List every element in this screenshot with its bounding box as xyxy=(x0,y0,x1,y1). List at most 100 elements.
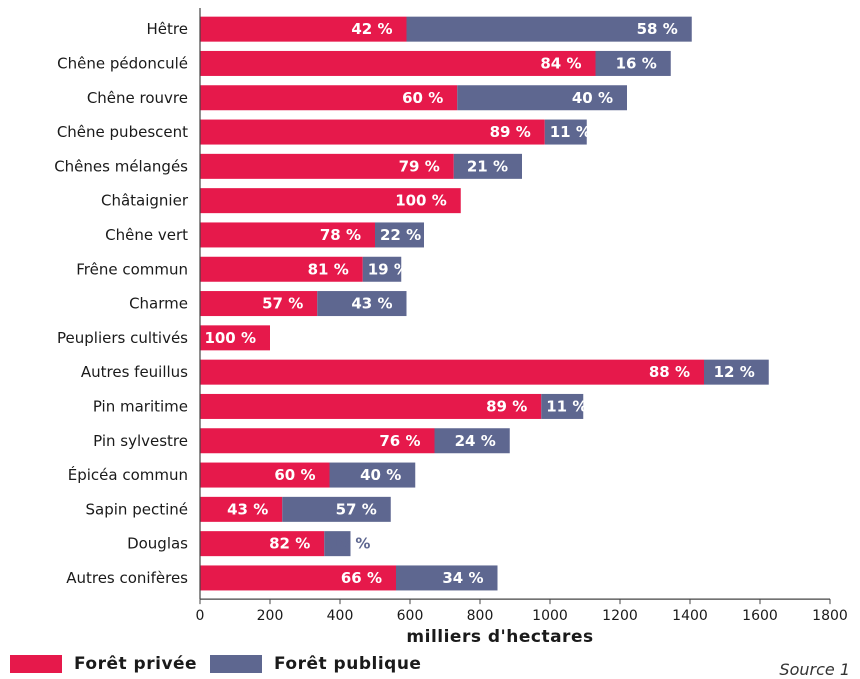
data-label-public: 24 % xyxy=(455,432,496,450)
bar-public xyxy=(453,153,522,179)
bar-public xyxy=(375,222,424,248)
data-label-public: 34 % xyxy=(442,569,483,587)
data-label-public: 16 % xyxy=(616,54,657,72)
data-label-public: 12 % xyxy=(714,363,755,381)
legend-public-swatch xyxy=(210,655,262,673)
category-label: Chêne pubescent xyxy=(57,123,188,141)
category-label: Chênes mélangés xyxy=(54,157,188,175)
plot-area: Hêtre 42 % 58 % Chêne pédonculé 84 % 16 % Chên… xyxy=(54,8,848,624)
bar-private xyxy=(200,85,458,111)
chart: Hêtre 42 % 58 % Chêne pédonculé 84 % 16 % Chên… xyxy=(54,8,848,647)
category-label: Châtaignier xyxy=(101,192,189,210)
legend-public: Forêt publique xyxy=(210,654,421,674)
bar-private xyxy=(200,256,363,282)
data-label-private: 100 % xyxy=(204,329,256,347)
data-label-private: 88 % xyxy=(649,363,690,381)
data-label-private: 43 % xyxy=(227,500,268,518)
bar-private xyxy=(200,393,542,419)
bar-private xyxy=(200,188,461,214)
data-label-public: 11 % xyxy=(550,123,591,141)
data-label-public: 57 % xyxy=(336,500,377,518)
bar-public xyxy=(396,565,498,591)
category-label: Sapin pectiné xyxy=(86,500,188,518)
x-axis-label: milliers d'hectares xyxy=(406,627,593,647)
legend-private-swatch xyxy=(10,655,62,673)
x-tick-label: 1400 xyxy=(672,608,708,624)
data-label-private: 57 % xyxy=(262,295,303,313)
bar-private xyxy=(200,359,704,385)
category-label: Frêne commun xyxy=(76,260,188,278)
x-tick-label: 0 xyxy=(196,608,205,624)
category-label: Autres feuillus xyxy=(81,363,188,381)
data-label-private: 100 % xyxy=(395,192,447,210)
data-label-private: 89 % xyxy=(486,397,527,415)
category-label: Chêne vert xyxy=(105,226,188,244)
x-tick-label: 1600 xyxy=(742,608,778,624)
bar-private xyxy=(200,531,325,557)
x-tick-label: 1000 xyxy=(532,608,568,624)
data-label-public: 18 % xyxy=(329,535,370,553)
data-label-public: 19 % xyxy=(368,260,409,278)
bar-public xyxy=(541,393,584,419)
x-tick-label: 600 xyxy=(397,608,424,624)
bar-private xyxy=(200,428,435,454)
bar-private xyxy=(200,325,270,351)
x-tick-label: 800 xyxy=(467,608,494,624)
data-label-private: 89 % xyxy=(490,123,531,141)
category-label: Épicéa commun xyxy=(68,465,188,484)
bar-public xyxy=(329,462,416,488)
x-tick-label: 1200 xyxy=(602,608,638,624)
bar-public xyxy=(595,50,671,76)
category-label: Charme xyxy=(129,295,188,313)
bar-private xyxy=(200,222,375,248)
x-tick-label: 1800 xyxy=(812,608,848,624)
bar-public xyxy=(704,359,769,385)
data-label-public: 11 % xyxy=(546,397,587,415)
x-tick-label: 400 xyxy=(327,608,354,624)
bar-public xyxy=(457,85,627,111)
data-label-private: 84 % xyxy=(540,54,581,72)
data-label-private: 60 % xyxy=(274,466,315,484)
category-label: Douglas xyxy=(127,535,188,553)
category-label: Peupliers cultivés xyxy=(57,329,188,347)
data-label-private: 60 % xyxy=(402,89,443,107)
bar-public xyxy=(324,531,351,557)
bar-public xyxy=(544,119,587,145)
data-label-private: 82 % xyxy=(269,535,310,553)
bar-public xyxy=(282,496,391,522)
legend-public-label: Forêt publique xyxy=(274,654,422,674)
bar-public xyxy=(406,16,692,42)
category-label: Autres conifères xyxy=(66,569,188,587)
bar-public xyxy=(317,291,407,317)
category-label: Hêtre xyxy=(147,20,188,38)
data-label-private: 81 % xyxy=(308,260,349,278)
legend-private: Forêt privée xyxy=(10,654,197,674)
data-label-private: 42 % xyxy=(351,20,392,38)
bar-public xyxy=(362,256,402,282)
data-label-public: 40 % xyxy=(572,89,613,107)
bar-private xyxy=(200,119,545,145)
data-label-public: 58 % xyxy=(637,20,678,38)
bar-private xyxy=(200,462,330,488)
category-label: Chêne rouvre xyxy=(87,89,188,107)
data-label-private: 79 % xyxy=(399,157,440,175)
data-label-private: 78 % xyxy=(320,226,361,244)
source-note: Source 1 xyxy=(779,660,850,679)
bar-private xyxy=(200,16,407,42)
category-label: Pin maritime xyxy=(93,397,188,415)
bar-private xyxy=(200,565,396,591)
data-label-private: 66 % xyxy=(341,569,382,587)
category-label: Chêne pédonculé xyxy=(57,54,188,72)
bar-private xyxy=(200,496,283,522)
legend-private-label: Forêt privée xyxy=(74,654,198,674)
data-label-public: 22 % xyxy=(380,226,421,244)
category-label: Pin sylvestre xyxy=(93,432,188,450)
x-tick-label: 200 xyxy=(257,608,284,624)
bar-public xyxy=(434,428,510,454)
data-label-public: 40 % xyxy=(360,466,401,484)
data-label-private: 76 % xyxy=(379,432,420,450)
bar-private xyxy=(200,50,596,76)
data-label-public: 43 % xyxy=(351,295,392,313)
bar-private xyxy=(200,153,454,179)
data-label-public: 21 % xyxy=(467,157,508,175)
